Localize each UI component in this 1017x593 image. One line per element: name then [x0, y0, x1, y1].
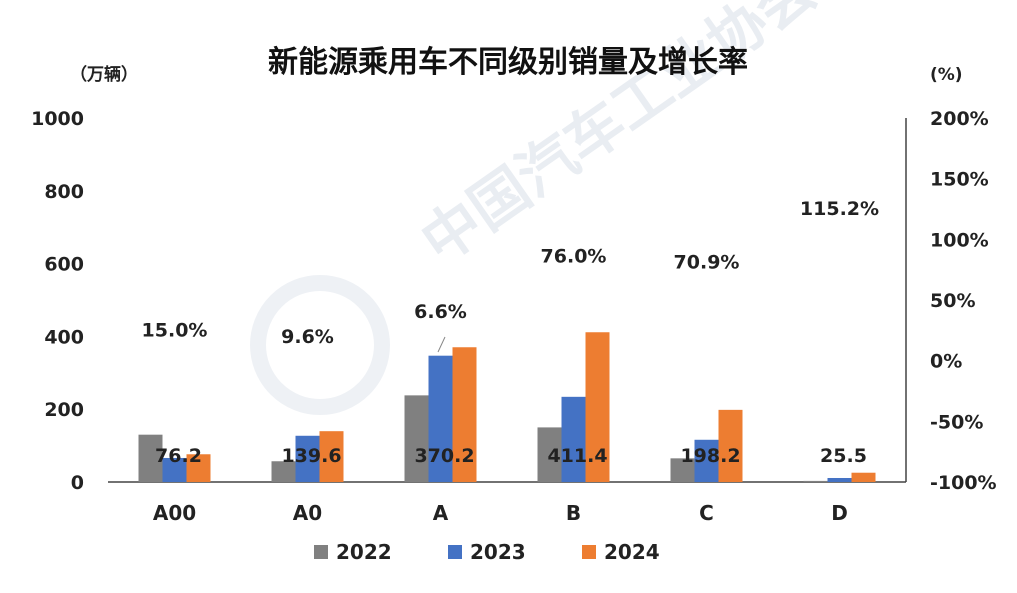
bar-2022-B	[537, 427, 562, 482]
bar-2024-B	[585, 332, 610, 482]
value-label: 411.4	[547, 445, 607, 467]
bar-2023-D	[827, 477, 852, 482]
value-label: 25.5	[820, 445, 867, 467]
growth-rate-label: 9.6%	[281, 326, 334, 348]
value-label: 198.2	[680, 445, 740, 467]
bar-2022-A0	[271, 461, 296, 482]
bar-2024-A	[452, 347, 477, 482]
growth-rate-label: 115.2%	[800, 198, 879, 220]
growth-rate-label: 70.9%	[674, 252, 740, 274]
value-label: 370.2	[414, 445, 474, 467]
category-label: A00	[153, 501, 196, 525]
bar-2024-D	[851, 472, 876, 482]
left-tick-label: 200	[44, 399, 84, 421]
right-tick-label: 0%	[930, 351, 962, 373]
category-label: C	[699, 501, 714, 525]
bar-2024-A0	[319, 431, 344, 482]
legend: 2022 2023 2024	[314, 540, 660, 564]
category-label: A0	[293, 501, 322, 525]
right-tick-label: 200%	[930, 108, 989, 130]
bar-2022-C	[670, 458, 695, 482]
value-label: 139.6	[281, 445, 341, 467]
source-credit: 搜狐号@电动汽车观察家	[791, 561, 1000, 583]
right-tick-label: 150%	[930, 169, 989, 191]
category-labels: A00 A0 A B C D	[153, 501, 848, 525]
left-axis-unit: （万辆）	[70, 64, 138, 85]
left-tick-label: 600	[44, 254, 84, 276]
growth-rate-label: 15.0%	[142, 319, 208, 341]
bar-2022-A	[404, 395, 429, 482]
legend-label: 2024	[604, 540, 660, 564]
left-tick-label: 800	[44, 181, 84, 203]
growth-rate-labels: 15.0% 9.6% 6.6% 76.0% 70.9% 115.2%	[142, 198, 880, 348]
left-tick-label: 1000	[31, 108, 84, 130]
right-axis-ticks: -100% -50% 0% 50% 100% 150% 200%	[930, 108, 997, 494]
growth-rate-label: 6.6%	[414, 301, 467, 323]
right-axis-unit: (%)	[930, 65, 963, 85]
bar-2023-A0	[295, 435, 320, 482]
legend-swatch-2023	[448, 545, 462, 559]
category-label: A	[433, 501, 449, 525]
bars	[138, 332, 876, 482]
right-tick-label: 50%	[930, 290, 975, 312]
legend-label: 2023	[470, 540, 526, 564]
right-tick-label: 100%	[930, 229, 989, 251]
category-label: B	[566, 501, 581, 525]
watermark-text: 中国汽车工业协会	[409, 0, 828, 276]
legend-label: 2022	[336, 540, 392, 564]
bar-2022-D	[803, 480, 828, 482]
watermark-logo-icon	[250, 275, 390, 415]
right-tick-label: -100%	[930, 472, 997, 494]
left-tick-label: 0	[71, 472, 84, 494]
growth-rate-label: 76.0%	[541, 245, 607, 267]
left-axis-ticks: 0 200 400 600 800 1000	[31, 108, 84, 494]
legend-swatch-2024	[582, 545, 596, 559]
bar-2023-A00	[162, 457, 187, 482]
left-tick-label: 400	[44, 326, 84, 348]
bar-2023-A	[428, 355, 453, 482]
bar-2023-B	[561, 396, 586, 482]
rate-leader-line	[437, 336, 446, 353]
legend-swatch-2022	[314, 545, 328, 559]
bar-2023-C	[694, 439, 719, 482]
right-tick-label: -50%	[930, 411, 983, 433]
category-label: D	[831, 501, 848, 525]
bar-2024-A00	[186, 454, 211, 482]
bar-2024-C	[718, 409, 743, 482]
chart-title: 新能源乘用车不同级别销量及增长率	[268, 45, 748, 80]
value-label: 76.2	[155, 445, 202, 467]
value-labels: 76.2 139.6 370.2 411.4 198.2 25.5	[155, 445, 867, 467]
bar-2022-A00	[138, 434, 163, 482]
